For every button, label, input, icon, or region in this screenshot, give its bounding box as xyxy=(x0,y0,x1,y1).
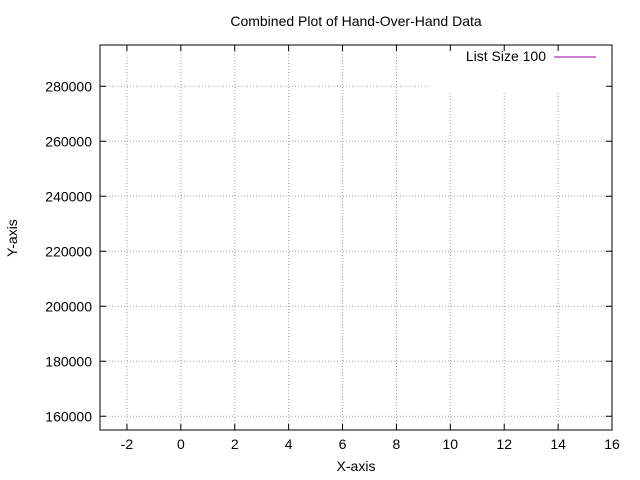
x-tick-label: 8 xyxy=(393,436,401,452)
y-axis-label: Y-axis xyxy=(4,219,20,257)
axis-ticks xyxy=(100,45,613,430)
x-tick-label: 14 xyxy=(550,436,566,452)
y-tick-label: 200000 xyxy=(45,298,92,314)
x-tick-label: 6 xyxy=(339,436,347,452)
y-tick-label: 260000 xyxy=(45,133,92,149)
x-tick-label: 16 xyxy=(604,436,620,452)
x-tick-label: 10 xyxy=(443,436,459,452)
x-tick-label: 4 xyxy=(285,436,293,452)
x-tick-label: 0 xyxy=(177,436,185,452)
x-tick-label: -2 xyxy=(121,436,134,452)
chart-title: Combined Plot of Hand-Over-Hand Data xyxy=(230,13,482,29)
legend-background xyxy=(428,46,610,93)
y-tick-label: 220000 xyxy=(45,243,92,259)
plot-frame xyxy=(99,44,613,431)
x-tick-label: 12 xyxy=(496,436,512,452)
y-tick-label: 240000 xyxy=(45,188,92,204)
y-tick-label: 180000 xyxy=(45,353,92,369)
x-tick-label: 2 xyxy=(231,436,239,452)
grid-lines xyxy=(100,45,612,430)
y-tick-label: 280000 xyxy=(45,78,92,94)
y-tick-label: 160000 xyxy=(45,408,92,424)
x-axis-label: X-axis xyxy=(337,458,376,474)
axis-tick-labels: -2 0 2 4 6 8 10 12 14 16 160000 180000 200000 220000 2… xyxy=(45,78,620,452)
legend-label: List Size 100 xyxy=(466,48,546,64)
legend: List Size 100 xyxy=(466,48,596,64)
